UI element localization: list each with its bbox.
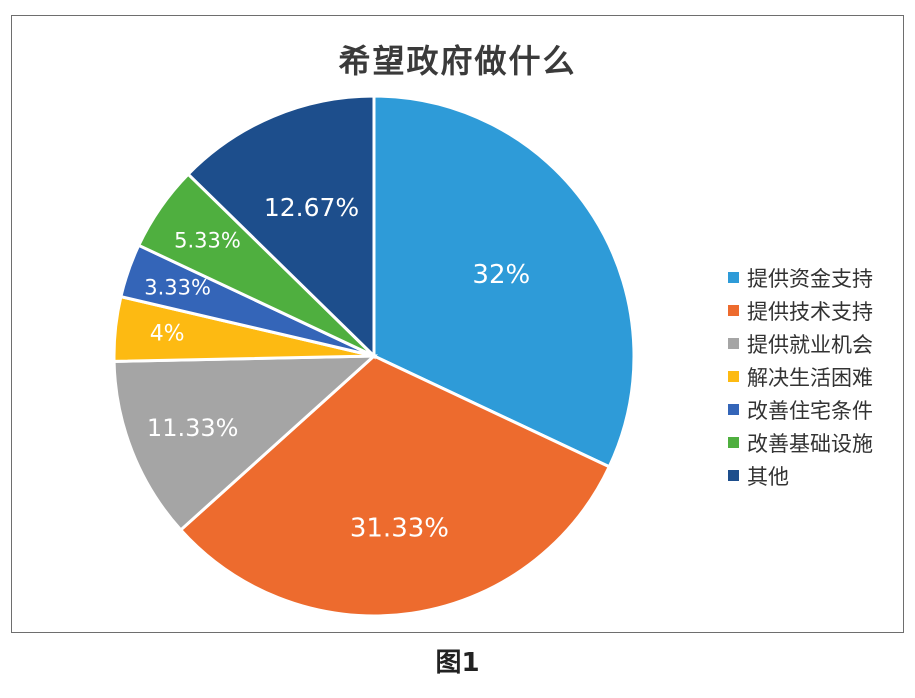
chart-frame: 希望政府做什么 32% 31.33% 11.33% 4% 3.33% 5.33% 12.67… [11,15,904,633]
legend-item: 解决生活困难 [728,360,873,393]
legend-item: 提供技术支持 [728,294,873,327]
legend-item: 其他 [728,459,873,492]
legend-item: 提供就业机会 [728,327,873,360]
data-label-5: 3.33% [144,276,211,300]
legend-item: 改善住宅条件 [728,393,873,426]
data-label-1: 32% [472,260,530,290]
legend-item: 改善基础设施 [728,426,873,459]
legend-item: 提供资金支持 [728,261,873,294]
pie-slice-7 [186,94,376,360]
legend-swatch [728,272,739,283]
pie-slice-3 [112,354,379,533]
pie-chart: 32% 31.33% 11.33% 4% 3.33% 5.33% 12.67% [112,94,636,618]
legend-label: 其他 [747,464,789,489]
data-label-2: 31.33% [350,513,449,543]
legend-swatch [728,305,739,316]
chart-title: 希望政府做什么 [338,42,577,80]
pie-slice-2 [178,354,612,618]
pie-slice-1 [372,94,636,469]
legend-label: 解决生活困难 [747,365,873,390]
legend-label: 改善住宅条件 [747,398,873,423]
legend-label: 提供资金支持 [747,266,873,291]
data-label-7: 12.67% [264,193,359,222]
legend-swatch [728,437,739,448]
legend-label: 提供就业机会 [747,332,873,357]
legend-swatch [728,470,739,481]
legend-swatch [728,404,739,415]
data-label-3: 11.33% [147,414,239,442]
data-label-6: 5.33% [174,228,241,252]
chart-legend: 提供资金支持 提供技术支持 提供就业机会 解决生活困难 改善住宅条件 改善基础设施 其他 [728,261,873,492]
figure-caption: 图1 [435,648,480,678]
legend-label: 提供技术支持 [747,299,873,324]
legend-swatch [728,371,739,382]
legend-label: 改善基础设施 [747,431,873,456]
legend-swatch [728,338,739,349]
data-label-4: 4% [150,322,185,347]
